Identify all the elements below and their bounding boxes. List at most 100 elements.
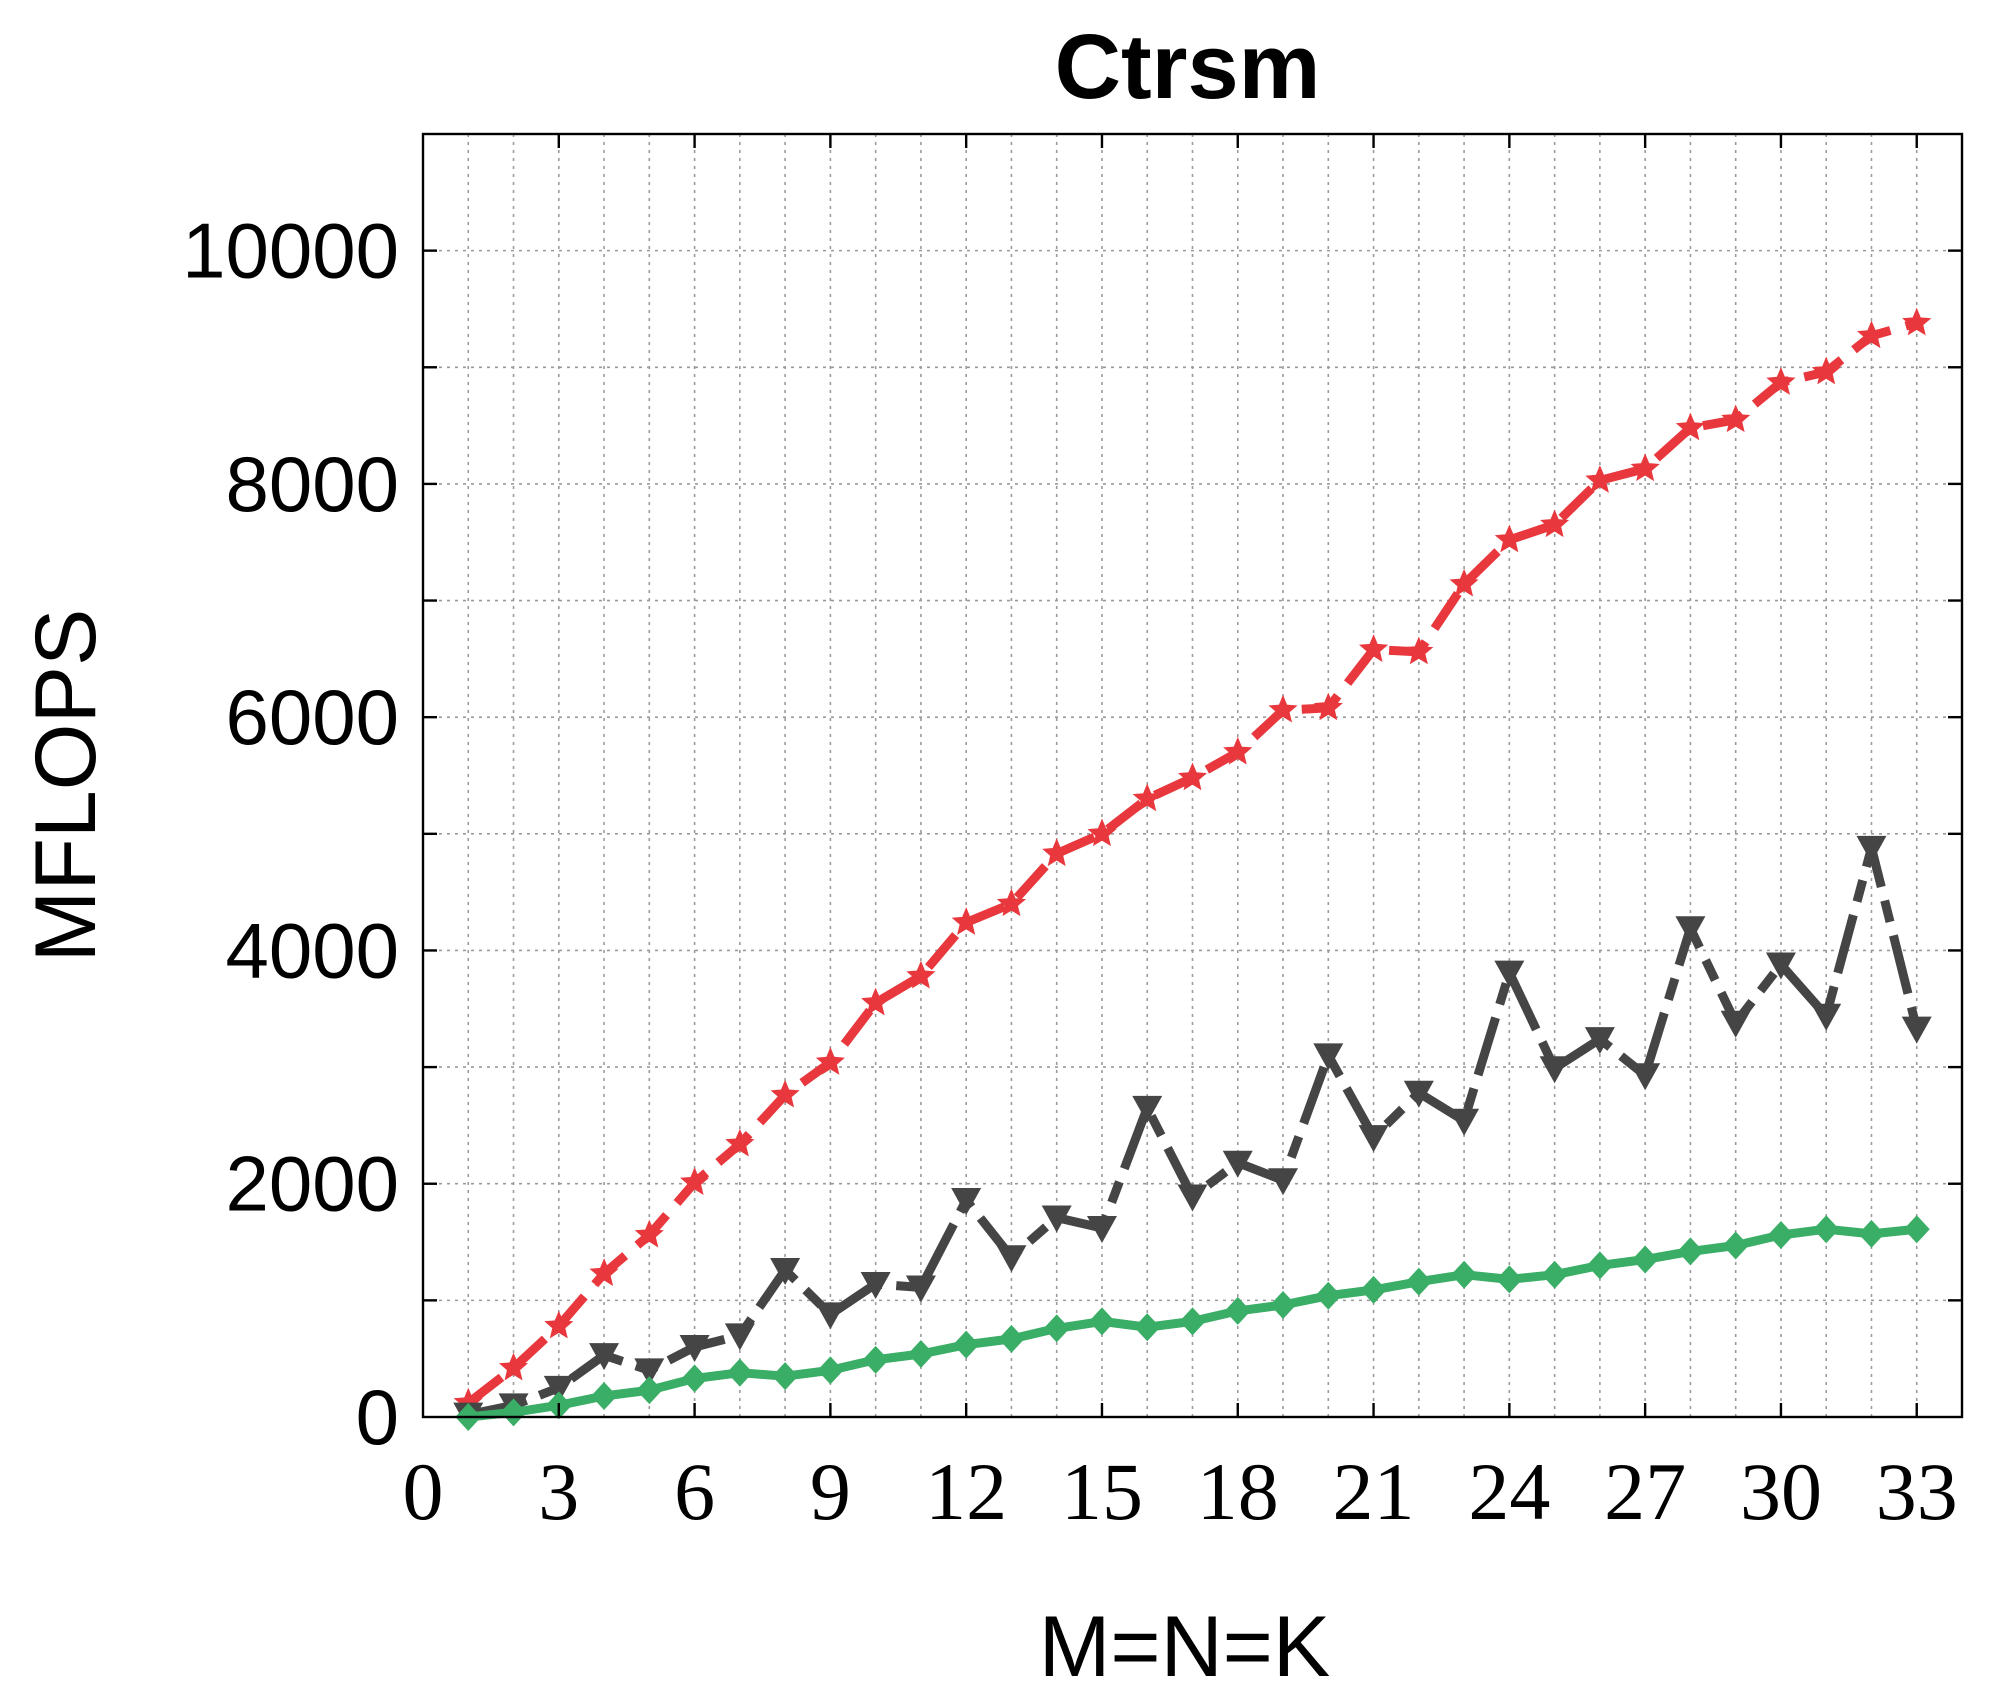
triangle-marker bbox=[1268, 1168, 1299, 1196]
triangle-marker bbox=[1313, 1043, 1344, 1071]
diamond-marker bbox=[1677, 1237, 1704, 1266]
plot-frame bbox=[421, 132, 1964, 1419]
diamond-marker bbox=[1813, 1215, 1840, 1244]
star-marker bbox=[589, 1258, 619, 1286]
diamond-marker bbox=[1903, 1215, 1930, 1244]
star-marker bbox=[1042, 838, 1072, 867]
diamond-marker bbox=[681, 1364, 708, 1393]
star-marker bbox=[1132, 783, 1162, 812]
diamond-marker bbox=[726, 1358, 753, 1387]
diamond-marker bbox=[862, 1345, 889, 1374]
diamond-marker bbox=[591, 1382, 618, 1411]
star-marker bbox=[1902, 307, 1932, 336]
star-marker bbox=[1675, 412, 1705, 441]
triangle-marker bbox=[1177, 1184, 1208, 1212]
diamond-marker bbox=[953, 1330, 980, 1359]
star-marker bbox=[634, 1219, 664, 1248]
x-tick-label: 15 bbox=[1061, 1446, 1143, 1537]
triangle-marker bbox=[1358, 1125, 1389, 1153]
y-tick-label: 4000 bbox=[225, 906, 399, 994]
triangle-marker bbox=[1539, 1056, 1570, 1084]
triangle-marker bbox=[770, 1258, 801, 1286]
x-tick-label: 24 bbox=[1468, 1446, 1550, 1537]
diamond-marker bbox=[500, 1398, 527, 1427]
triangle-marker bbox=[679, 1335, 710, 1363]
diamond-marker bbox=[1858, 1219, 1885, 1248]
triangle-marker bbox=[860, 1272, 891, 1300]
x-tick-label: 9 bbox=[810, 1446, 851, 1537]
x-tick-label: 33 bbox=[1876, 1446, 1958, 1537]
star-marker bbox=[996, 888, 1027, 917]
triangle-marker bbox=[1765, 952, 1796, 980]
triangle-marker bbox=[634, 1358, 665, 1386]
triangle-marker bbox=[1720, 1010, 1751, 1038]
diamond-marker bbox=[1632, 1245, 1659, 1274]
star-marker bbox=[1449, 568, 1479, 597]
diamond-marker bbox=[1586, 1251, 1613, 1280]
triangle-marker bbox=[1901, 1016, 1932, 1044]
star-marker bbox=[680, 1167, 710, 1195]
star-marker bbox=[1268, 694, 1298, 723]
star-marker bbox=[1313, 692, 1343, 721]
star-marker bbox=[1223, 736, 1253, 765]
triangle-marker bbox=[1403, 1080, 1434, 1108]
diamond-marker bbox=[1179, 1307, 1206, 1336]
triangle-marker bbox=[905, 1275, 936, 1303]
y-tick-label: 8000 bbox=[225, 440, 399, 528]
diamond-marker bbox=[1405, 1267, 1432, 1296]
chart-title: Ctrsm bbox=[1055, 16, 1321, 118]
diamond-marker bbox=[772, 1362, 799, 1391]
star-marker bbox=[544, 1310, 574, 1339]
triangle-marker bbox=[1630, 1063, 1661, 1091]
x-axis-label: M=N=K bbox=[1039, 1599, 1331, 1695]
triangle-marker bbox=[1132, 1095, 1163, 1123]
star-marker bbox=[498, 1352, 529, 1381]
diamond-marker bbox=[636, 1376, 663, 1405]
x-tick-label: 27 bbox=[1604, 1446, 1686, 1537]
series-2 bbox=[453, 835, 1932, 1430]
series-1 bbox=[453, 307, 1932, 1416]
y-tick-label: 10000 bbox=[182, 207, 399, 295]
triangle-marker bbox=[1584, 1027, 1615, 1055]
diamond-marker bbox=[1043, 1314, 1070, 1343]
star-marker bbox=[951, 907, 981, 935]
triangle-marker bbox=[1811, 1003, 1842, 1031]
diamond-marker bbox=[1088, 1307, 1115, 1336]
triangle-marker bbox=[543, 1375, 574, 1403]
x-tick-label: 3 bbox=[538, 1446, 579, 1537]
x-tick-label: 0 bbox=[403, 1446, 444, 1537]
series-layer bbox=[453, 307, 1932, 1431]
y-axis-label: MFLOPS bbox=[18, 609, 114, 963]
diamond-marker bbox=[817, 1356, 844, 1385]
ticks: 0 2000 4000 6000 8000 10000 0 3 6 9 12 15 18 21 24 27 30… bbox=[182, 134, 1962, 1537]
triangle-marker bbox=[1494, 960, 1525, 988]
x-tick-label: 12 bbox=[925, 1446, 1007, 1537]
star-marker bbox=[815, 1047, 845, 1075]
diamond-marker bbox=[1134, 1313, 1161, 1342]
y-tick-label: 6000 bbox=[225, 673, 399, 761]
diamond-marker bbox=[1315, 1281, 1342, 1310]
y-tick-label: 2000 bbox=[225, 1140, 399, 1228]
x-tick-label: 18 bbox=[1197, 1446, 1279, 1537]
diamond-marker bbox=[1496, 1265, 1523, 1294]
star-marker bbox=[1811, 356, 1841, 385]
star-marker bbox=[1766, 367, 1796, 395]
triangle-marker bbox=[1041, 1205, 1072, 1233]
triangle-marker bbox=[1222, 1150, 1253, 1178]
triangle-marker bbox=[1086, 1216, 1117, 1244]
diamond-marker bbox=[1360, 1275, 1387, 1304]
triangle-marker bbox=[1449, 1108, 1480, 1136]
diamond-marker bbox=[1722, 1231, 1749, 1260]
triangle-marker bbox=[815, 1302, 846, 1330]
triangle-marker bbox=[724, 1323, 755, 1351]
triangle-marker bbox=[1675, 916, 1706, 944]
triangle-marker bbox=[589, 1343, 620, 1371]
x-tick-label: 21 bbox=[1333, 1446, 1415, 1537]
star-marker bbox=[1630, 453, 1660, 482]
star-marker bbox=[770, 1079, 800, 1108]
star-marker bbox=[906, 960, 936, 989]
diamond-marker bbox=[1270, 1291, 1297, 1320]
diamond-marker bbox=[1541, 1260, 1568, 1289]
triangle-marker bbox=[1856, 835, 1887, 863]
